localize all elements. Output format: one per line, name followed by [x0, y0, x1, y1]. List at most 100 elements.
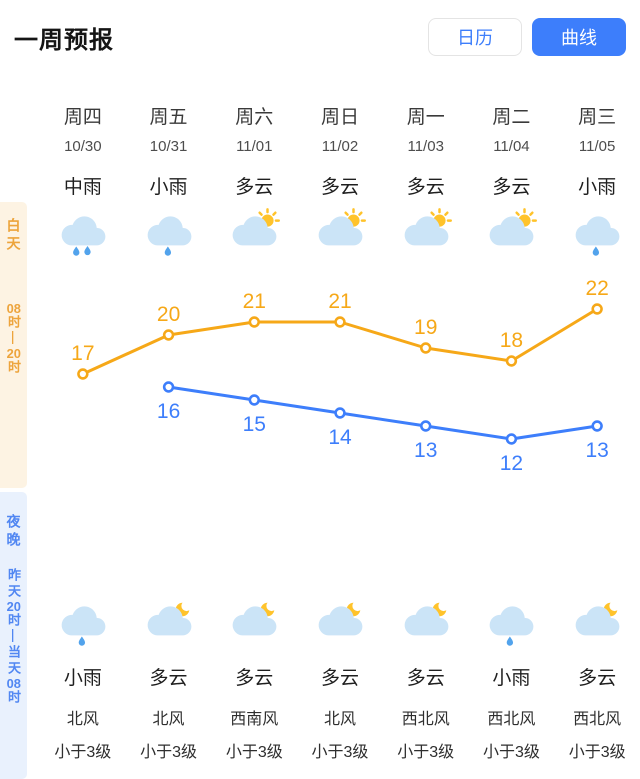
- day-name: 周一: [406, 107, 445, 128]
- cloud-moon-icon: [142, 598, 196, 648]
- rain-light-icon: [484, 598, 538, 648]
- day-date: 11/03: [407, 138, 444, 155]
- high-temp-label: 21: [243, 290, 266, 313]
- daytime-label: 白天: [5, 218, 22, 254]
- night-condition: 小雨: [492, 668, 531, 689]
- night-condition: 多云: [235, 668, 274, 689]
- day-icon-cell: [211, 208, 297, 258]
- low-temp-label: 16: [157, 400, 180, 423]
- low-temp-point: [591, 420, 603, 432]
- low-temp-point: [505, 433, 518, 445]
- day-date: 11/04: [493, 138, 530, 155]
- day-condition: 多云: [492, 177, 531, 198]
- day-condition: 多云: [406, 177, 445, 198]
- high-temp-label: 22: [585, 277, 608, 300]
- wind-level: 小于3级: [482, 744, 540, 761]
- day-name: 周三: [578, 107, 617, 128]
- low-temp-label: 15: [243, 413, 266, 436]
- low-temp-point: [162, 381, 175, 393]
- day-icon-cell: [126, 208, 212, 258]
- cloud-moon-icon: [399, 598, 453, 648]
- wind-direction: 北风: [323, 711, 356, 728]
- day-name: 周五: [149, 107, 188, 128]
- calendar-view-button[interactable]: 日历: [428, 18, 522, 56]
- high-temp-label: 18: [500, 329, 523, 352]
- cloud-moon-icon: [570, 598, 624, 648]
- day-condition: 多云: [320, 177, 359, 198]
- temperature-chart: 17 20 21 21 19 18 22 16 15 14 13 12 13: [71, 277, 609, 475]
- wind-direction: 北风: [152, 711, 185, 728]
- day-date: 10/31: [149, 138, 188, 155]
- cloud-sun-icon: [484, 208, 538, 258]
- daytime-sidebar: 白天 08时—20时: [0, 202, 27, 488]
- day-name: 周日: [320, 107, 359, 128]
- wind-direction: 西北风: [401, 711, 450, 728]
- daytime-hours: 08时—20时: [6, 302, 21, 376]
- day-condition: 多云: [235, 177, 274, 198]
- high-temp-label: 17: [71, 342, 94, 365]
- page-title: 一周预报: [14, 26, 114, 54]
- high-temp-point: [591, 303, 603, 315]
- low-temp-label: 14: [328, 426, 352, 449]
- night-icon-cell: [469, 598, 555, 648]
- high-temp-point: [248, 316, 260, 328]
- cloud-sun-icon: [399, 208, 453, 258]
- rain-light-icon: [570, 208, 624, 258]
- day-name: 周四: [63, 107, 102, 128]
- rain-light-icon: [142, 208, 196, 258]
- high-temp-point: [334, 316, 346, 328]
- night-weather-row: 小雨 多云 多云 多云 多云 小雨 多云: [0, 663, 640, 690]
- night-icon-cell: [126, 598, 212, 648]
- high-temp-label: 20: [157, 303, 180, 326]
- night-condition: 多云: [578, 668, 617, 689]
- day-name: 周六: [235, 107, 274, 128]
- wind-direction: 西北风: [487, 711, 536, 728]
- low-temp-label: 13: [414, 439, 437, 462]
- cloud-moon-icon: [227, 598, 281, 648]
- high-temp-label: 19: [414, 316, 437, 339]
- day-condition: 小雨: [578, 177, 617, 198]
- wind-level: 小于3级: [225, 744, 283, 761]
- day-condition: 小雨: [149, 177, 188, 198]
- day-icon-cell: [554, 208, 640, 258]
- day-names-row: 周四 周五 周六 周日 周一 周二 周三: [0, 102, 640, 129]
- wind-direction-row: 北风 北风 西南风 北风 西北风 西北风 西北风: [0, 705, 640, 729]
- night-hours: 昨天20时—当天08时: [6, 568, 21, 706]
- day-icons-row: [0, 207, 640, 259]
- day-name: 周二: [492, 107, 531, 128]
- cloud-moon-icon: [313, 598, 367, 648]
- low-temp-label: 13: [585, 439, 608, 462]
- wind-direction: 北风: [66, 711, 99, 728]
- day-icon-cell: [297, 208, 383, 258]
- night-icon-cell: [211, 598, 297, 648]
- view-toggle-group: 日历 曲线: [428, 18, 626, 56]
- day-icon-cell: [469, 208, 555, 258]
- wind-direction: 西南风: [230, 711, 279, 728]
- high-temp-point: [420, 342, 432, 354]
- night-condition: 小雨: [63, 668, 102, 689]
- high-temp-point: [505, 355, 518, 367]
- night-icon-cell: [383, 598, 469, 648]
- high-temp-point: [77, 368, 89, 380]
- night-condition: 多云: [149, 668, 188, 689]
- wind-level: 小于3级: [54, 744, 112, 761]
- wind-level-row: 小于3级 小于3级 小于3级 小于3级 小于3级 小于3级 小于3级: [0, 738, 640, 779]
- night-label: 夜晚: [5, 514, 22, 550]
- curve-view-button[interactable]: 曲线: [532, 18, 626, 56]
- dates-row: 10/30 10/31 11/01 11/02 11/03 11/04 11/05: [0, 138, 640, 155]
- night-icon-cell: [40, 598, 126, 648]
- night-icon-cell: [554, 598, 640, 648]
- wind-direction: 西北风: [573, 711, 622, 728]
- day-date: 11/02: [321, 138, 359, 155]
- night-icons-row: [0, 597, 640, 649]
- low-temp-label: 12: [500, 452, 523, 475]
- cloud-sun-icon: [227, 208, 281, 258]
- low-temp-point: [334, 407, 346, 419]
- header: 一周预报 日历 曲线: [0, 0, 640, 56]
- wind-level: 小于3级: [311, 744, 369, 761]
- night-icon-cell: [297, 598, 383, 648]
- low-temp-point: [248, 394, 260, 406]
- low-temp-point: [420, 420, 432, 432]
- day-icon-cell: [383, 208, 469, 258]
